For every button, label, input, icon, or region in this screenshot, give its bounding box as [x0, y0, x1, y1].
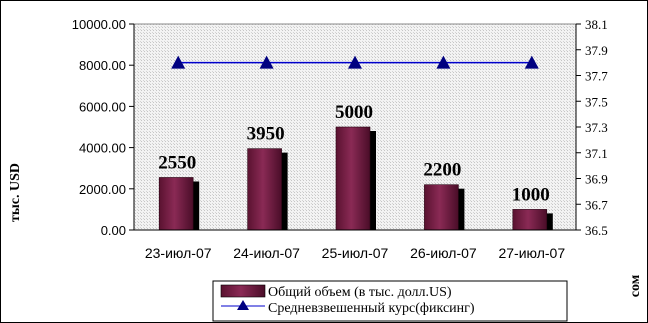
right-tick-label: 37.7 — [585, 69, 608, 84]
line-series — [171, 55, 539, 69]
bar-body — [512, 209, 548, 231]
bar-5 — [512, 209, 553, 231]
bar-body — [424, 184, 459, 231]
category-label-5: 27-июл-07 — [498, 245, 565, 261]
data-labels: 2550 3950 5000 2200 1000 — [158, 102, 550, 205]
legend-label-bar: Общий объем (в тыс. долл.US) — [268, 285, 452, 300]
legend-triangle-marker — [237, 300, 249, 310]
line-marker-4 — [436, 55, 451, 69]
legend-swatch-bar — [220, 284, 266, 298]
bar-1 — [158, 177, 200, 231]
left-tick-label: 2000.00 — [79, 182, 126, 197]
legend-label-line: Средневзвешенный курс(фиксинг) — [268, 301, 475, 316]
legend: Общий объем (в тыс. долл.US) Средневзвеш… — [212, 280, 568, 322]
category-label-3: 25-июл-07 — [322, 245, 389, 261]
right-tick-label: 37.3 — [585, 120, 608, 135]
category-label-1: 23-июл-07 — [145, 245, 212, 261]
bar-series — [158, 126, 553, 231]
bar-3 — [335, 126, 376, 231]
data-label-2: 3950 — [247, 124, 285, 145]
line-marker-2 — [259, 55, 274, 69]
line-marker-3 — [348, 55, 362, 69]
right-tick-label: 38.1 — [585, 17, 608, 32]
bar-body — [247, 148, 282, 231]
bar-4 — [424, 184, 465, 231]
left-tick-label: 0.00 — [101, 223, 126, 238]
right-tick-label: 36.5 — [585, 223, 608, 238]
data-label-3: 5000 — [335, 102, 373, 123]
category-label-4: 26-июл-07 — [410, 245, 477, 261]
line-marker-1 — [171, 55, 186, 69]
category-labels: 23-июл-07 24-июл-07 25-июл-07 26-июл-07 27-и… — [145, 245, 565, 261]
legend-box — [212, 280, 568, 322]
left-axis-ticks: 0.00 2000.00 4000.00 6000.00 8000.00 10000.00 — [72, 17, 134, 238]
left-tick-label: 6000.00 — [79, 99, 126, 114]
left-tick-label: 4000.00 — [79, 141, 126, 156]
right-tick-label: 37.9 — [585, 43, 608, 58]
right-tick-label: 36.7 — [585, 197, 608, 212]
right-axis-ticks: 36.5 36.7 36.9 37.1 37.3 37.5 37.7 37.9 38.1 — [576, 17, 608, 238]
right-axis-title: сом — [628, 274, 643, 297]
data-label-1: 2550 — [158, 152, 196, 173]
bar-2 — [247, 148, 288, 231]
data-label-4: 2200 — [423, 160, 461, 181]
right-tick-label: 37.5 — [585, 94, 608, 109]
right-tick-label: 36.9 — [585, 172, 608, 187]
data-label-5: 1000 — [512, 184, 550, 205]
category-label-2: 24-июл-07 — [233, 245, 300, 261]
line-marker-5 — [524, 55, 539, 69]
left-axis-title: тыс. USD — [8, 163, 23, 222]
right-tick-label: 37.1 — [585, 146, 608, 161]
bar-body — [158, 177, 194, 231]
bar-body — [335, 126, 371, 231]
left-tick-label: 10000.00 — [72, 17, 126, 32]
left-tick-label: 8000.00 — [79, 58, 126, 73]
